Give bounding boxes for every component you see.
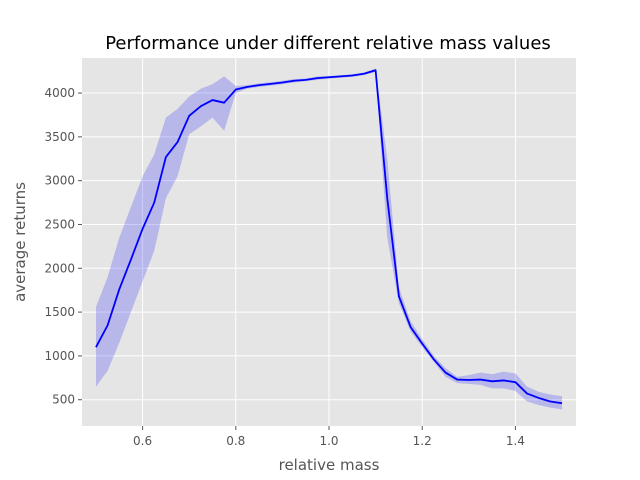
x-tick-labels: 0.6 0.8 1.0 1.2 1.4	[133, 426, 525, 448]
y-tick-label: 2000	[44, 261, 75, 275]
y-tick-label: 3000	[44, 174, 75, 188]
y-tick-label: 500	[52, 393, 75, 407]
y-tick-label: 4000	[44, 86, 75, 100]
y-tick-label: 1000	[44, 349, 75, 363]
confidence-band-area	[95, 68, 563, 410]
y-tick-label: 2500	[44, 217, 75, 231]
grid	[82, 58, 576, 426]
confidence-band	[95, 68, 563, 410]
x-tick-label: 0.6	[133, 434, 152, 448]
y-tick-labels: 500 1000 1500 2000 2500 3000 3500 4000	[44, 86, 82, 407]
series-line	[95, 69, 563, 405]
x-tick-label: 1.0	[319, 434, 338, 448]
series-line-group	[95, 69, 563, 405]
x-tick-label: 0.8	[226, 434, 245, 448]
x-tick-label: 1.2	[413, 434, 432, 448]
x-tick-label: 1.4	[506, 434, 525, 448]
x-axis-label: relative mass	[279, 456, 380, 474]
y-axis-label: average returns	[11, 182, 29, 302]
y-tick-label: 3500	[44, 130, 75, 144]
chart-title: Performance under different relative mas…	[105, 33, 551, 54]
y-tick-label: 1500	[44, 305, 75, 319]
